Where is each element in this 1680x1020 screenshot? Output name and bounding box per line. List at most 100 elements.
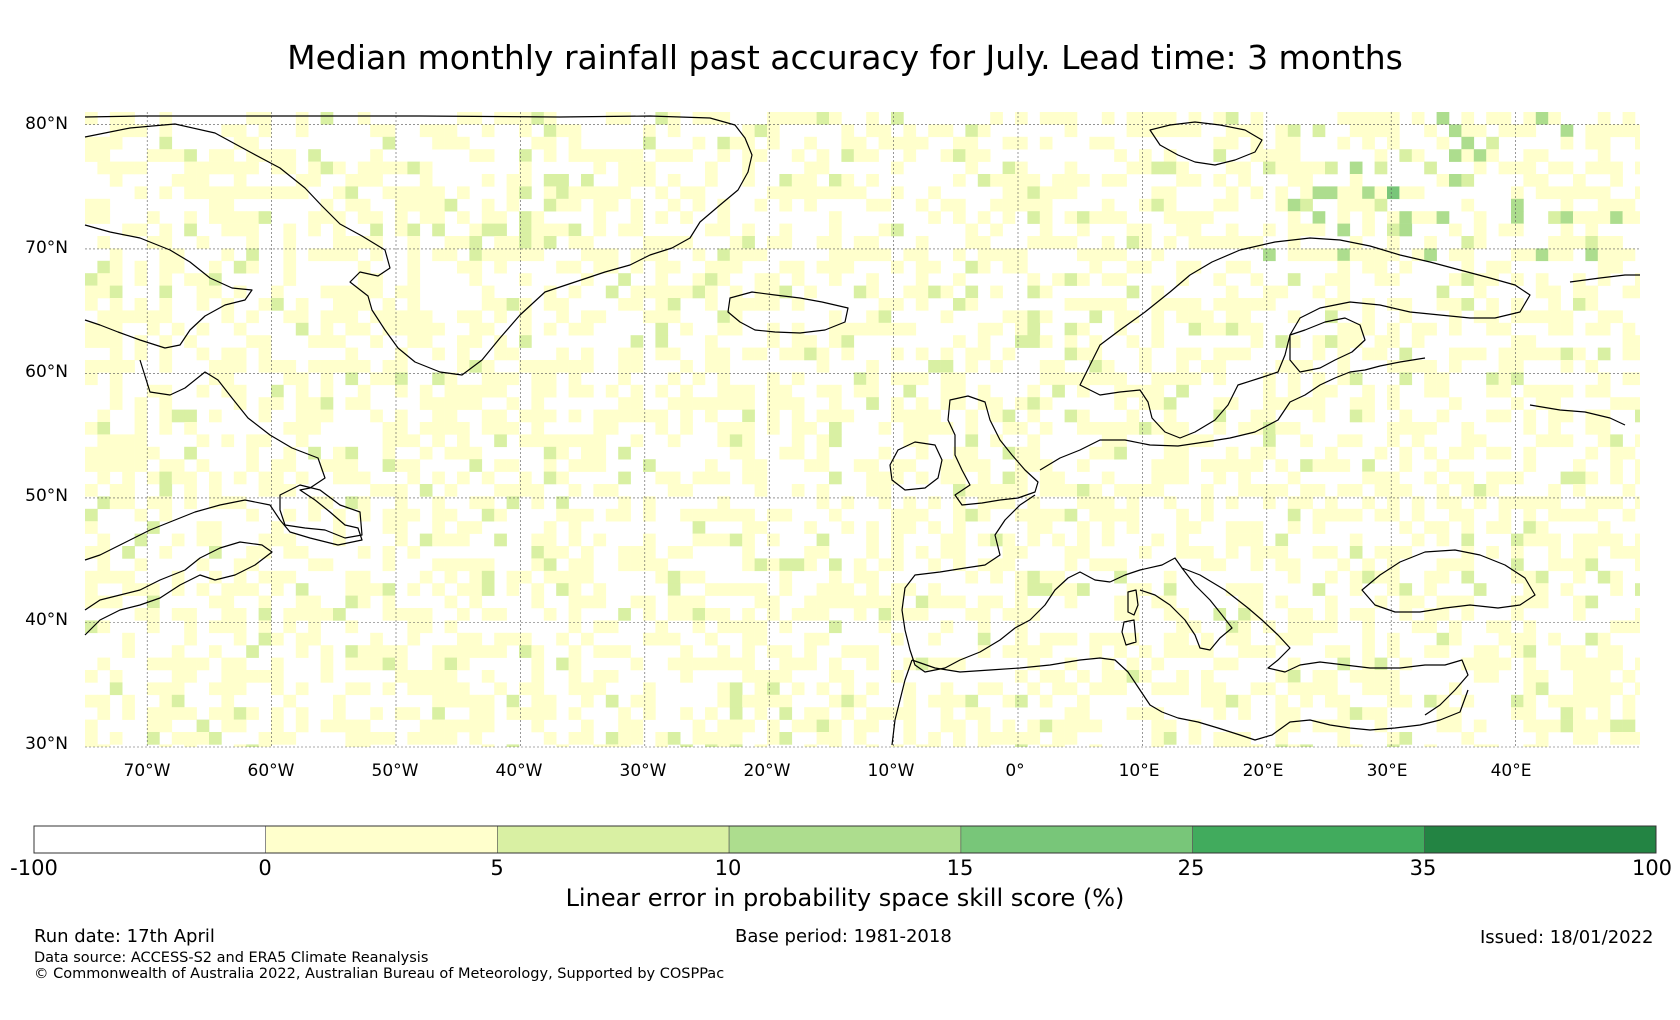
skill-cell [767,670,780,683]
skill-cell [767,558,780,572]
skill-cell [85,285,98,299]
skill-cell [295,645,309,658]
skill-cell [184,223,197,237]
skill-cell [729,322,743,336]
skill-cell [667,298,681,311]
skill-cell [1449,471,1462,485]
skill-cell [1300,174,1313,187]
skill-cell [196,732,210,745]
skill-cell [568,620,582,634]
skill-cell [891,260,904,274]
skill-cell [1201,484,1214,497]
skill-cell [506,372,520,386]
skill-cell [1151,298,1165,311]
skill-cell [1573,670,1586,683]
skill-cell [891,223,904,237]
skill-cell [519,223,532,237]
skill-cell [1213,422,1227,435]
skill-cell [1436,632,1450,646]
skill-cell [1573,484,1586,497]
skill-cell [457,446,470,460]
skill-cell [85,694,98,708]
skill-cell [1597,149,1611,162]
skill-cell [1176,508,1189,522]
skill-cell [977,260,991,274]
skill-cell [1213,322,1227,336]
skill-cell [1039,645,1053,658]
skill-cell [1139,422,1152,435]
skill-cell [469,558,483,572]
skill-cell [221,496,235,510]
skill-cell [184,446,197,460]
skill-cell [1287,670,1301,683]
skill-cell [196,583,210,596]
skill-cell [1436,694,1450,708]
skill-cell [1250,533,1264,547]
skill-cell [1089,719,1103,733]
skill-cell [1387,583,1400,596]
skill-cell [1610,397,1623,410]
skill-cell [680,508,693,522]
skill-cell [1573,645,1586,658]
skill-cell [506,583,520,596]
skill-cell [1250,136,1264,150]
skill-cell [1176,310,1189,324]
skill-cell [1548,434,1561,448]
skill-cell [791,434,805,448]
skill-cell [1374,149,1388,162]
skill-cell [729,707,743,720]
skill-cell [1027,174,1041,187]
skill-cell [233,707,247,720]
skill-cell [1573,347,1586,361]
skill-cell [519,322,532,336]
skill-cell [1424,236,1437,249]
skill-cell [1473,211,1487,224]
skill-cell [1238,707,1251,720]
skill-cell [754,459,768,472]
skill-cell [1535,273,1549,286]
skill-cell [469,521,483,534]
skill-cell [804,422,817,435]
skill-cell [419,670,433,683]
skill-cell [742,124,755,138]
skill-cell [1275,744,1289,747]
skill-cell [233,285,247,299]
skill-cell [395,409,408,423]
skill-cell [370,223,383,237]
skill-cell [543,298,557,311]
skill-cell [1436,570,1450,584]
skill-cell [1573,285,1586,299]
skill-cell [1077,459,1090,472]
skill-cell [1002,347,1016,361]
skill-cell [1201,508,1214,522]
skill-cell [1486,136,1499,150]
skill-cell [829,248,842,262]
skill-cell [1449,273,1462,286]
skill-cell [444,484,458,497]
skill-cell [1523,422,1537,435]
skill-cell [122,223,135,237]
skill-cell [1523,459,1537,472]
skill-cell [953,496,966,510]
coastline-west-africa [891,659,913,746]
skill-cell [357,174,371,187]
skill-cell [593,198,607,212]
skill-cell [878,558,892,572]
skill-cell [1597,632,1611,646]
skill-cell [667,732,681,745]
skill-cell [1188,223,1202,237]
skill-cell [109,732,123,745]
skill-cell [928,260,941,274]
skill-cell [308,174,321,187]
skill-cell [804,186,817,200]
skill-cell [853,558,867,572]
skill-cell [841,149,855,162]
skill-cell [1635,682,1640,696]
skill-cell [382,161,396,175]
skill-cell [1064,558,1078,572]
skill-cell [1300,744,1313,747]
skill-cell [1374,670,1388,683]
skill-cell [667,657,681,671]
skill-cell [1387,484,1400,497]
skill-cell [1312,124,1326,138]
